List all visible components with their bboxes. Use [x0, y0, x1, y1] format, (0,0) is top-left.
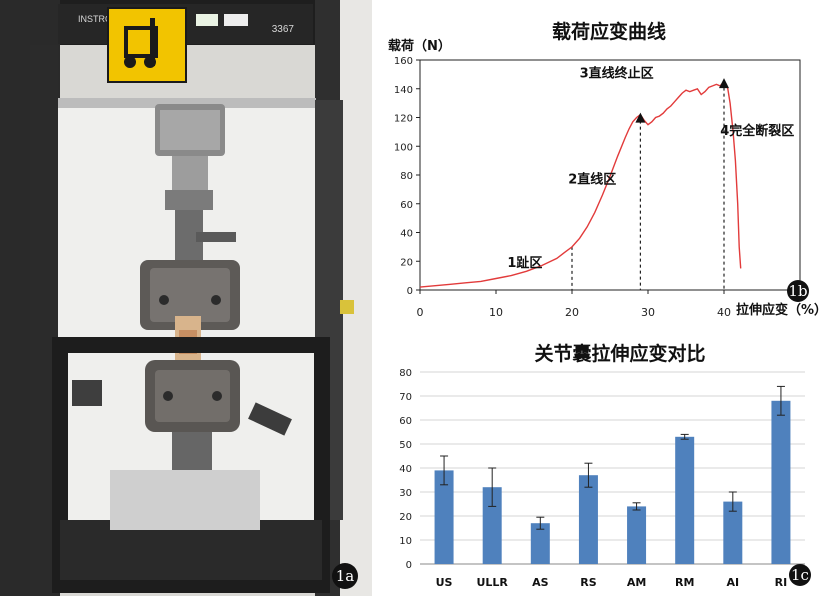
panel-label-badge	[787, 280, 809, 302]
y-tick-label: 160	[394, 56, 413, 67]
category-label: ULLR	[476, 576, 508, 589]
panel-label-badge	[332, 563, 358, 589]
x-axis-label: 拉伸应变（%）	[736, 302, 827, 318]
y-tick-label: 80	[400, 171, 413, 182]
arrow-marker	[719, 78, 729, 89]
category-label: US	[436, 576, 453, 589]
x-tick-label: 0	[417, 306, 424, 318]
load-strain-line-chart: 载荷应变曲线 载荷（N） 拉伸应变（%） 0204060801001201401…	[388, 20, 827, 318]
y-tick-label: 20	[399, 512, 412, 523]
category-label: RM	[675, 576, 694, 589]
panel-label-badge	[789, 564, 811, 586]
plot-area: 0 10 20 30 40 50 60 70 80 US ULLR AS RS AM RM AI RI	[399, 368, 805, 589]
category-label: RS	[580, 576, 596, 589]
bar	[530, 523, 550, 564]
x-tick-label: 30	[641, 306, 655, 318]
panel-label-1a: 1a	[336, 567, 355, 585]
instron-brand-text: INSTRON	[78, 14, 119, 24]
model-number-text: 3367	[272, 24, 295, 35]
bar	[627, 506, 647, 564]
category-label: RI	[775, 576, 788, 589]
y-tick-label: 120	[394, 114, 413, 125]
bar	[482, 487, 502, 564]
bar	[434, 470, 454, 564]
y-tick-label: 20	[400, 257, 413, 268]
panel-label-1c: 1c	[791, 566, 809, 584]
bar	[675, 436, 695, 564]
tensile-testing-machine-photo: INSTRON 3367 1a	[0, 0, 372, 596]
category-label: AI	[727, 576, 740, 589]
bar	[771, 400, 791, 564]
region-annotation: 4完全断裂区	[720, 123, 794, 139]
x-tick-label: 10	[489, 306, 503, 318]
y-tick-label: 80	[399, 368, 412, 379]
panel-label-1b: 1b	[788, 282, 807, 300]
y-axis-label: 载荷（N）	[388, 38, 451, 54]
plot-area: 0 20 40 60 80 100 120 140 160 0 10 20 30 40 1趾区 2直线区 3直线…	[394, 56, 801, 318]
forklift-warning-sign	[107, 7, 187, 83]
y-tick-label: 0	[406, 560, 412, 571]
y-tick-label: 100	[394, 142, 413, 153]
category-label: AM	[627, 576, 646, 589]
y-tick-label: 50	[399, 440, 412, 451]
capsule-strain-bar-chart: 关节囊拉伸应变对比 0 10 20 30 40 50 60 70 80 US ULLR AS RS AM R…	[399, 342, 811, 589]
bar	[578, 475, 598, 564]
x-tick-label: 20	[565, 306, 579, 318]
y-tick-label: 40	[399, 464, 412, 475]
y-tick-label: 140	[394, 85, 413, 96]
y-tick-label: 60	[399, 416, 412, 427]
category-label: AS	[532, 576, 549, 589]
arrow-marker	[635, 112, 646, 123]
region-annotation: 1趾区	[507, 256, 542, 271]
bar	[723, 501, 743, 564]
y-tick-label: 30	[399, 488, 412, 499]
chart-title: 载荷应变曲线	[552, 20, 666, 43]
y-tick-label: 10	[399, 536, 412, 547]
region-annotation: 3直线终止区	[580, 65, 654, 81]
y-tick-label: 0	[407, 286, 413, 297]
chart-title: 关节囊拉伸应变对比	[534, 342, 705, 365]
y-tick-label: 60	[400, 200, 413, 211]
y-tick-label: 40	[400, 229, 413, 240]
region-annotation: 2直线区	[568, 172, 616, 188]
y-tick-label: 70	[399, 392, 412, 403]
x-tick-label: 40	[717, 306, 731, 318]
